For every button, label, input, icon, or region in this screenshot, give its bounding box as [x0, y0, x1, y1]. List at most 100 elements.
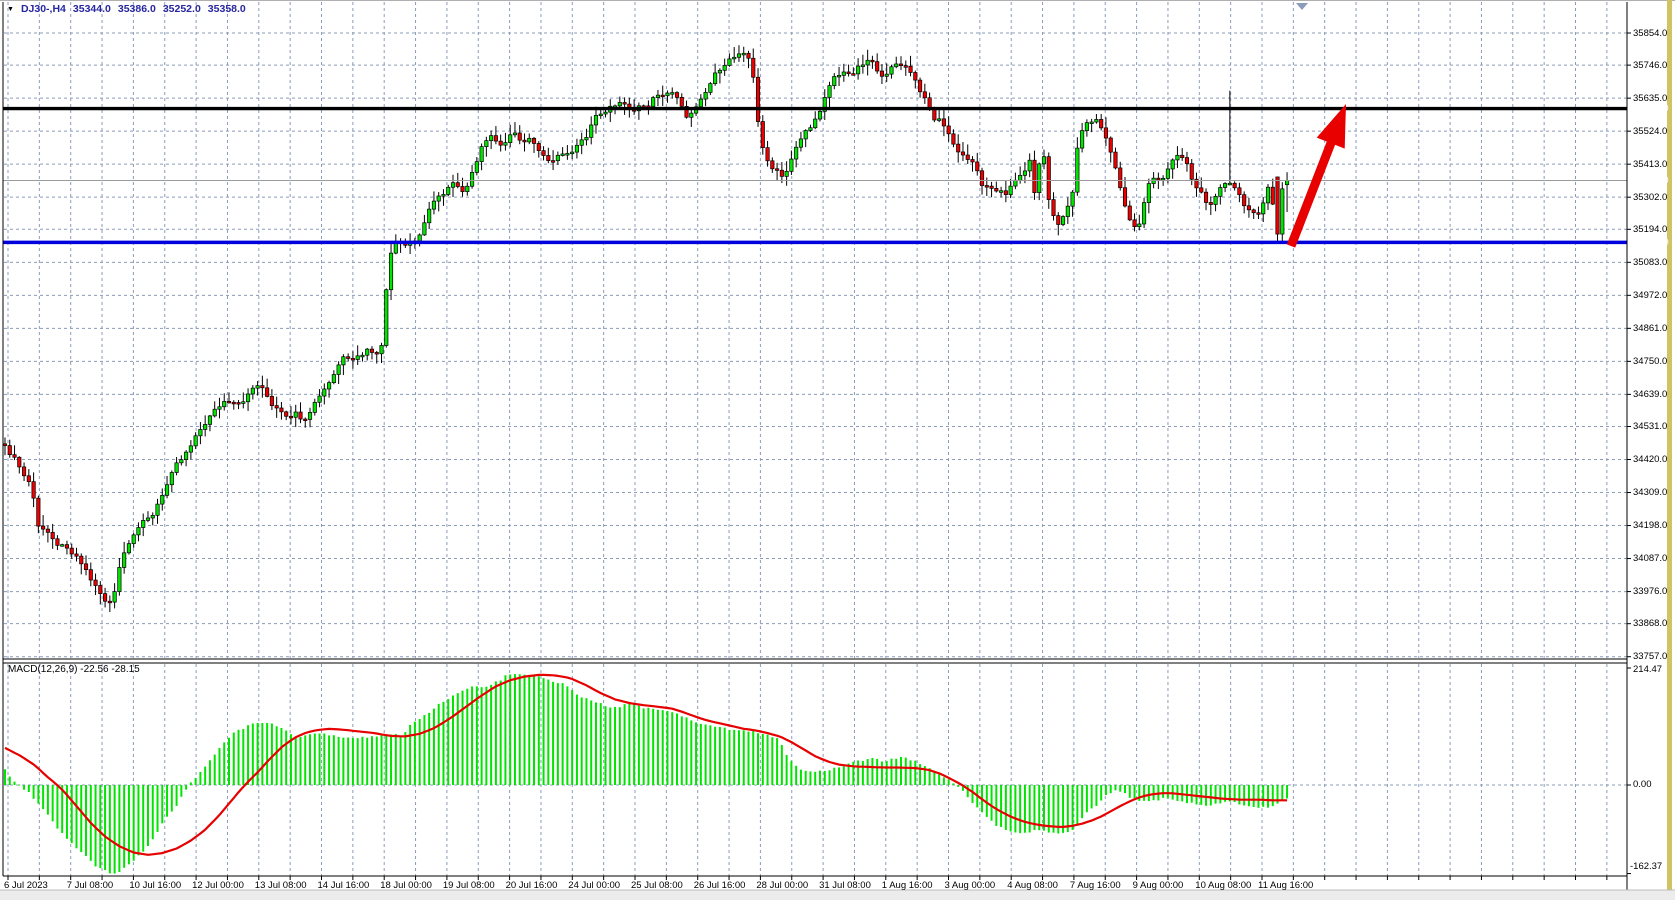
candle-body	[474, 161, 479, 173]
macd-histogram-bar	[8, 776, 11, 785]
macd-histogram-bar	[723, 727, 726, 785]
macd-histogram-bar	[1133, 785, 1136, 799]
macd-histogram-bar	[1119, 785, 1122, 792]
macd-histogram-bar	[1042, 785, 1045, 831]
candle-body	[1261, 202, 1266, 215]
macd-histogram-bar	[938, 773, 941, 785]
macd-histogram-bar	[880, 761, 883, 785]
macd-histogram-bar	[1247, 785, 1250, 807]
macd-histogram-bar	[42, 785, 45, 810]
macd-histogram-bar	[466, 688, 469, 785]
candle-body	[112, 591, 117, 603]
candle-body	[1022, 170, 1027, 176]
candle-body	[755, 76, 761, 122]
candle-body	[946, 125, 951, 135]
trend-arrow-head[interactable]	[1316, 104, 1346, 149]
candle-body	[236, 402, 241, 405]
candle-body	[331, 374, 336, 384]
macd-histogram-bar	[509, 674, 512, 785]
candle-body	[150, 515, 155, 519]
macd-histogram-bar	[65, 785, 68, 839]
macd-histogram-bar	[838, 767, 841, 785]
candle-body	[1275, 176, 1280, 235]
candle-body	[422, 222, 427, 236]
macd-histogram-bar	[1109, 785, 1112, 794]
candle-body	[741, 52, 746, 56]
candle-body	[169, 472, 174, 486]
macd-histogram-bar	[561, 683, 564, 785]
macd-histogram-bar	[361, 736, 364, 785]
candle-body	[1032, 159, 1037, 193]
candle-body	[479, 146, 484, 162]
macd-histogram-bar	[242, 729, 245, 785]
macd-histogram-bar	[4, 769, 6, 785]
candle-body	[141, 520, 146, 528]
macd-histogram-bar	[380, 735, 383, 785]
candle-body	[827, 85, 832, 98]
candle-body	[736, 53, 742, 58]
candle-body	[388, 252, 394, 291]
candle-body	[579, 139, 584, 146]
candle-body	[593, 115, 599, 126]
macd-histogram-bar	[1009, 785, 1012, 832]
macd-histogram-bar	[742, 730, 745, 785]
macd-histogram-bar	[370, 736, 373, 785]
candle-body	[527, 137, 532, 143]
window-right-edge	[1667, 0, 1672, 890]
candle-body	[222, 401, 227, 408]
macd-histogram-bar	[647, 707, 650, 785]
candle-body	[1132, 219, 1137, 228]
candle-body	[851, 73, 856, 76]
macd-histogram-bar	[351, 737, 354, 785]
macd-histogram-bar	[790, 760, 793, 785]
macd-histogram-bar	[590, 700, 593, 785]
candle-body	[212, 408, 217, 417]
candle-body	[1113, 151, 1118, 169]
macd-histogram-bar	[266, 722, 269, 785]
macd-histogram-bar	[957, 785, 960, 787]
macd-histogram-bar	[733, 729, 736, 785]
macd-histogram-bar	[385, 735, 388, 785]
macd-histogram-bar	[1138, 785, 1141, 801]
candle-body	[1061, 216, 1066, 225]
macd-histogram-bar	[876, 758, 879, 785]
candle-body	[74, 553, 79, 557]
macd-histogram-bar	[418, 719, 421, 785]
macd-histogram-bar	[852, 761, 855, 785]
macd-histogram-bar	[137, 785, 140, 856]
macd-histogram-bar	[623, 704, 626, 785]
macd-histogram-bar	[270, 723, 273, 785]
macd-histogram-bar	[1209, 785, 1212, 806]
candle-body	[808, 127, 813, 131]
candle-body	[126, 543, 131, 554]
macd-histogram-bar	[275, 726, 278, 785]
macd-histogram-bar	[690, 720, 693, 785]
macd-histogram-bar	[780, 745, 783, 785]
candle-body	[498, 140, 503, 146]
candle-body	[274, 405, 279, 409]
scroll-marker-icon[interactable]	[1296, 3, 1308, 10]
candle-body	[546, 155, 551, 161]
macd-histogram-bar	[1047, 785, 1050, 833]
macd-histogram-bar	[208, 760, 211, 785]
candle-body	[450, 182, 456, 188]
trend-arrow-shaft[interactable]	[1286, 141, 1336, 248]
candle-body	[789, 158, 794, 172]
candle-body	[784, 170, 789, 177]
macd-histogram-bar	[347, 737, 350, 785]
candle-body	[1189, 163, 1194, 180]
macd-histogram-bar	[737, 730, 740, 785]
candle-body	[970, 159, 975, 163]
macd-histogram-bar	[366, 737, 369, 785]
candle-body	[164, 484, 170, 496]
candle-body	[55, 538, 60, 546]
candle-body	[179, 459, 184, 464]
candle-body	[894, 63, 899, 68]
macd-histogram-bar	[309, 734, 312, 785]
macd-histogram-bar	[1143, 785, 1146, 801]
macd-histogram-bar	[513, 674, 516, 785]
candle-body	[531, 137, 537, 144]
candle-body	[346, 356, 351, 359]
macd-histogram-bar	[871, 757, 874, 785]
